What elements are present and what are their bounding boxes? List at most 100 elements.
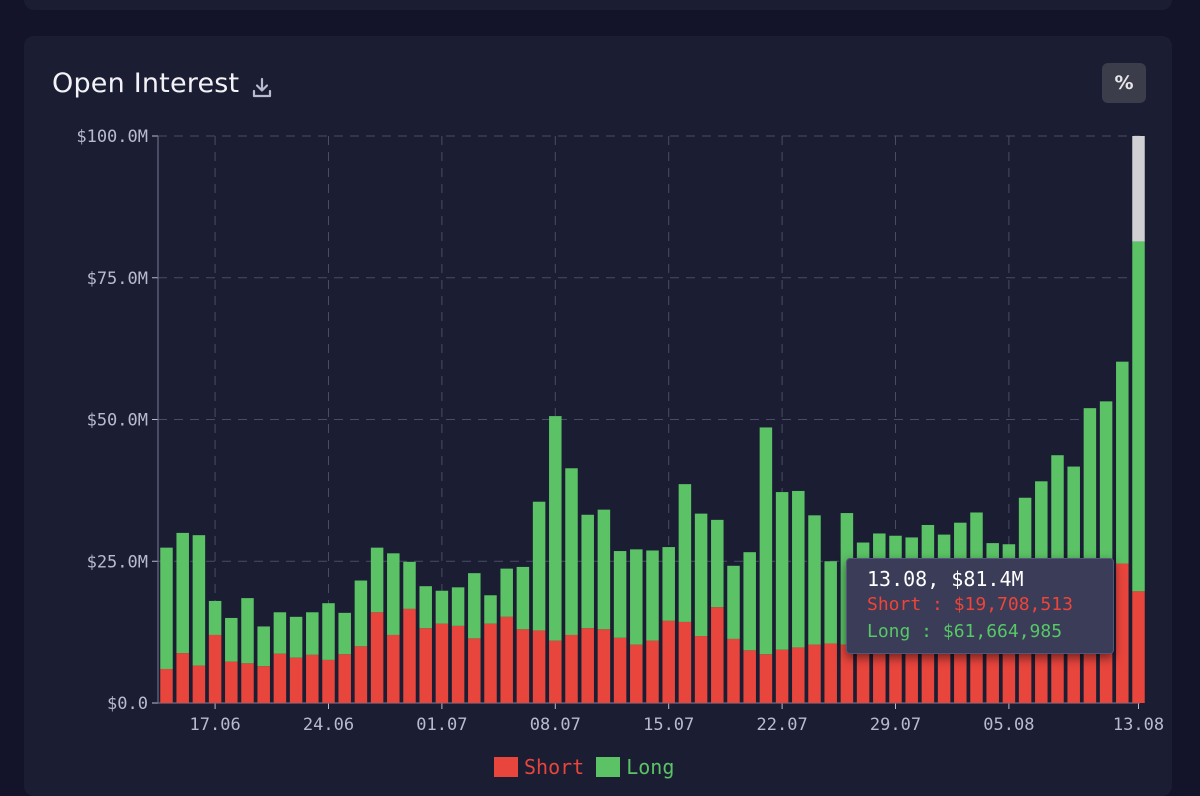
bar-short xyxy=(484,623,497,703)
y-tick-label: $75.0M xyxy=(87,269,148,289)
bar-short xyxy=(759,654,773,703)
bar-long xyxy=(208,600,222,635)
bar-long xyxy=(532,501,546,631)
bar-short xyxy=(289,657,303,703)
bar-short xyxy=(808,644,821,703)
bar-long xyxy=(759,427,773,655)
bar-long xyxy=(1116,361,1129,564)
bar-long xyxy=(257,626,270,667)
bar-long xyxy=(1132,241,1145,592)
bar-long xyxy=(694,513,708,637)
legend-label-short: Short xyxy=(524,755,585,779)
bar-short xyxy=(160,668,173,703)
bar-short xyxy=(1116,563,1129,703)
bar-long xyxy=(451,587,465,626)
bar-long xyxy=(484,595,497,624)
bar-short xyxy=(225,661,238,703)
panel-title: Open Interest xyxy=(52,68,240,99)
bar-short xyxy=(338,654,351,703)
y-tick-label: $0.0 xyxy=(107,694,148,714)
bar-short xyxy=(840,644,854,703)
bar-long xyxy=(403,561,416,609)
chart-legend: Short Long xyxy=(494,752,674,782)
download-icon[interactable] xyxy=(250,76,274,100)
tooltip-title: 13.08, $81.4M xyxy=(867,567,1024,591)
bar-long xyxy=(387,553,400,635)
bar-short xyxy=(792,647,805,703)
bar-short xyxy=(824,643,837,703)
previous-panel xyxy=(24,0,1172,10)
legend-item-long[interactable]: Long xyxy=(596,755,674,779)
x-tick-label: 17.06 xyxy=(190,715,241,735)
bar-long xyxy=(354,580,368,647)
bar-long xyxy=(678,484,692,622)
bar-long xyxy=(241,598,254,664)
bar-long xyxy=(743,552,756,651)
bar-short xyxy=(387,634,400,703)
bar-short xyxy=(419,628,432,703)
bar-long xyxy=(1051,455,1064,590)
x-tick-label: 15.07 xyxy=(643,715,694,735)
bar-long xyxy=(419,586,432,629)
bar-long xyxy=(613,551,627,638)
bar-short xyxy=(646,640,659,703)
tooltip-short-value: Short : $19,708,513 xyxy=(867,594,1073,615)
bar-long xyxy=(808,515,821,645)
bar-short xyxy=(273,653,287,703)
chart-axes: $0.0 $25.0M $50.0M $75.0M $100.0M 17.06 24.06 0… xyxy=(76,127,1164,735)
bar-long xyxy=(516,566,530,630)
bar-long xyxy=(289,616,303,658)
bar-long xyxy=(646,550,659,641)
x-tick-label: 05.08 xyxy=(983,715,1034,735)
bar-short xyxy=(678,621,692,703)
bar-long xyxy=(727,565,740,639)
tooltip-long-value: Long : $61,664,985 xyxy=(867,621,1063,642)
bar-long xyxy=(322,603,335,660)
bar-short xyxy=(403,608,416,703)
y-tick-label: $100.0M xyxy=(76,127,148,147)
percent-toggle-button[interactable]: % xyxy=(1102,63,1146,103)
bar-long xyxy=(435,590,449,624)
bar-short xyxy=(176,653,189,703)
bar-short xyxy=(856,638,870,703)
bar-highlight-remainder xyxy=(1132,136,1145,242)
bar-short xyxy=(549,640,562,703)
x-tick-label: 22.07 xyxy=(757,715,808,735)
x-tick-label: 24.06 xyxy=(303,715,354,735)
bar-long xyxy=(824,561,837,644)
legend-label-long: Long xyxy=(626,755,675,779)
bar-long xyxy=(468,573,481,639)
bar-short xyxy=(192,665,206,703)
x-tick-label: 08.07 xyxy=(530,715,581,735)
legend-swatch-short xyxy=(494,757,518,777)
bar-short xyxy=(306,654,319,703)
chart-tooltip: 13.08, $81.4M Short : $19,708,513 Long :… xyxy=(846,558,1114,654)
bar-short xyxy=(565,634,578,703)
bar-long xyxy=(370,547,384,613)
bar-short xyxy=(532,630,546,703)
legend-swatch-long xyxy=(596,757,621,777)
x-tick-label: 29.07 xyxy=(870,715,921,735)
x-tick-label: 01.07 xyxy=(416,715,467,735)
bar-long xyxy=(1099,401,1113,575)
x-tick-label: 13.08 xyxy=(1113,715,1164,735)
bar-long xyxy=(160,547,173,669)
y-tick-label: $50.0M xyxy=(87,411,148,431)
legend-item-short[interactable]: Short xyxy=(494,755,584,779)
bar-long xyxy=(500,568,513,617)
bar-long xyxy=(225,617,238,662)
bar-long xyxy=(597,509,611,630)
bar-long xyxy=(306,612,319,655)
bar-short xyxy=(727,638,740,703)
bar-short xyxy=(208,634,222,703)
bar-short xyxy=(257,666,270,703)
bar-short xyxy=(597,629,611,703)
bar-long xyxy=(711,519,724,608)
bar-long xyxy=(565,468,578,635)
bar-long xyxy=(775,492,789,650)
bar-short xyxy=(662,620,675,703)
bar-long xyxy=(549,416,562,641)
bar-short xyxy=(630,644,643,703)
bar-short xyxy=(1132,591,1145,703)
bar-long xyxy=(792,490,805,648)
